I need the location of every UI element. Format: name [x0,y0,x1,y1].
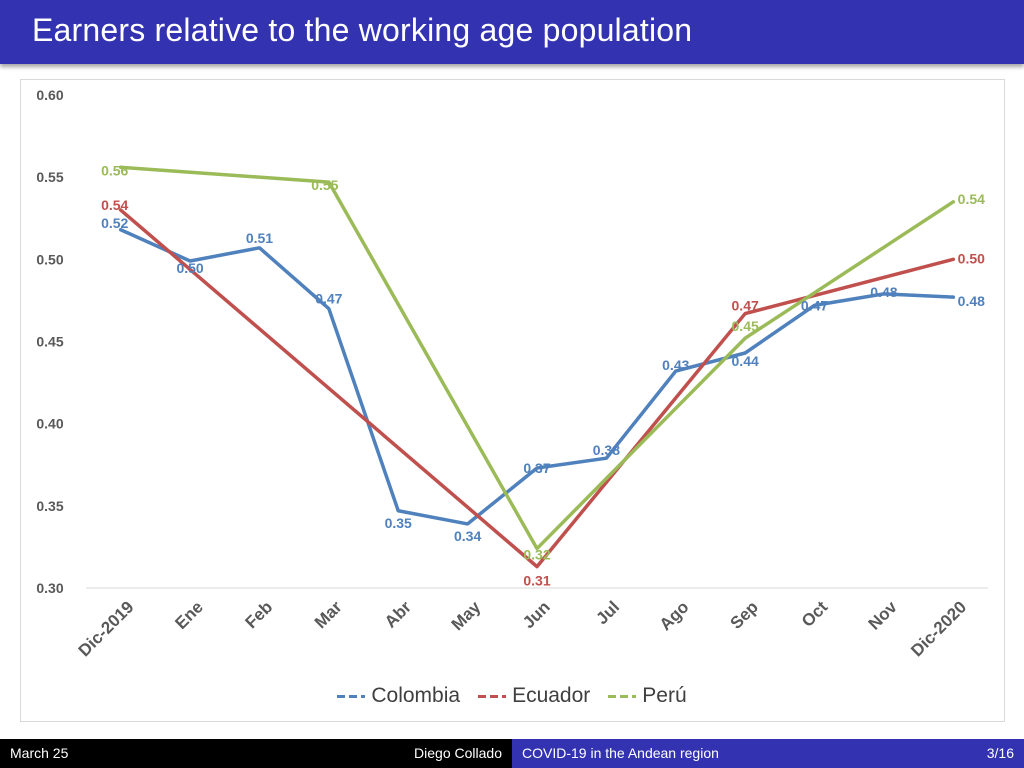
data-label-colombia: 0.44 [732,353,759,369]
line-chart: 0.30 0.35 0.40 0.45 0.50 0.55 0.60 Dic-2019 Ene F… [36,87,988,660]
data-label-per: 0.54 [958,191,985,207]
series-line-per [118,165,956,551]
x-tick-label: Abr [381,597,415,631]
data-label-per: 0.32 [523,547,550,563]
data-label-colombia: 0.47 [315,291,342,307]
y-tick-label: 0.45 [36,334,63,350]
x-tick-label: Ago [656,597,693,634]
slide-title-bar: Earners relative to the working age popu… [0,0,1024,64]
legend-item-ecuador: Ecuador [478,684,590,708]
legend-item-per: Perú [608,684,687,708]
slide-title: Earners relative to the working age popu… [32,12,693,48]
x-tick-label: Oct [798,597,832,631]
legend-swatch-per [608,694,637,698]
footer-page-number: 3/16 [986,745,1014,761]
y-tick-label: 0.60 [36,87,63,103]
footer-author: Diego Collado [414,745,502,761]
x-tick-label: Dic-2019 [75,597,138,660]
data-label-colombia: 0.34 [454,528,481,544]
data-label-per: 0.45 [732,318,759,334]
data-label-colombia: 0.37 [523,460,550,476]
x-tick-label: May [448,597,485,634]
x-tick-label: Feb [241,597,276,632]
data-label-ecuador: 0.47 [732,298,759,314]
x-tick-label: Dic-2020 [907,597,970,660]
y-tick-label: 0.35 [36,498,63,514]
footer-right-panel: COVID-19 in the Andean region 3/16 [512,739,1024,768]
legend-swatch-colombia [337,694,366,698]
series-line-colombia [118,228,956,526]
y-tick-label: 0.50 [36,251,63,267]
y-tick-label: 0.40 [36,416,63,432]
legend-item-colombia: Colombia [337,684,460,708]
data-label-colombia: 0.51 [246,230,273,246]
legend-label-per: Perú [642,684,687,707]
y-tick-label: 0.30 [36,580,63,596]
footer-talk-title: COVID-19 in the Andean region [522,745,719,761]
data-label-colombia: 0.47 [801,297,828,313]
footer-left-panel: March 25 Diego Collado [0,739,512,768]
data-label-per: 0.56 [101,162,128,178]
series-line-ecuador [118,208,956,569]
x-tick-label: Sep [726,597,761,632]
data-label-colombia: 0.48 [870,284,897,300]
x-tick-label: Mar [311,597,346,632]
data-label-colombia: 0.38 [593,442,620,458]
legend-label-colombia: Colombia [371,684,461,707]
data-label-ecuador: 0.54 [101,197,128,213]
footer-date: March 25 [10,745,69,761]
x-tick-label: Ene [171,597,206,632]
chart-legend: Colombia Ecuador Perú [0,681,1024,711]
data-label-per: 0.55 [311,177,338,193]
data-label-ecuador: 0.31 [523,573,550,589]
legend-label-ecuador: Ecuador [512,684,591,707]
slide-footer: March 25 Diego Collado COVID-19 in the A… [0,739,1024,768]
x-tick-label: Jul [592,597,623,628]
data-label-colombia: 0.43 [662,357,689,373]
data-label-colombia: 0.50 [176,260,203,276]
data-label-colombia: 0.48 [958,293,985,309]
data-label-ecuador: 0.50 [958,250,985,266]
legend-swatch-ecuador [478,694,507,698]
y-tick-label: 0.55 [36,169,63,185]
x-tick-label: Jun [519,597,554,632]
chart-frame [20,79,1005,722]
x-tick-label: Nov [865,597,902,634]
data-label-colombia: 0.35 [385,515,412,531]
data-label-colombia: 0.52 [101,215,128,231]
